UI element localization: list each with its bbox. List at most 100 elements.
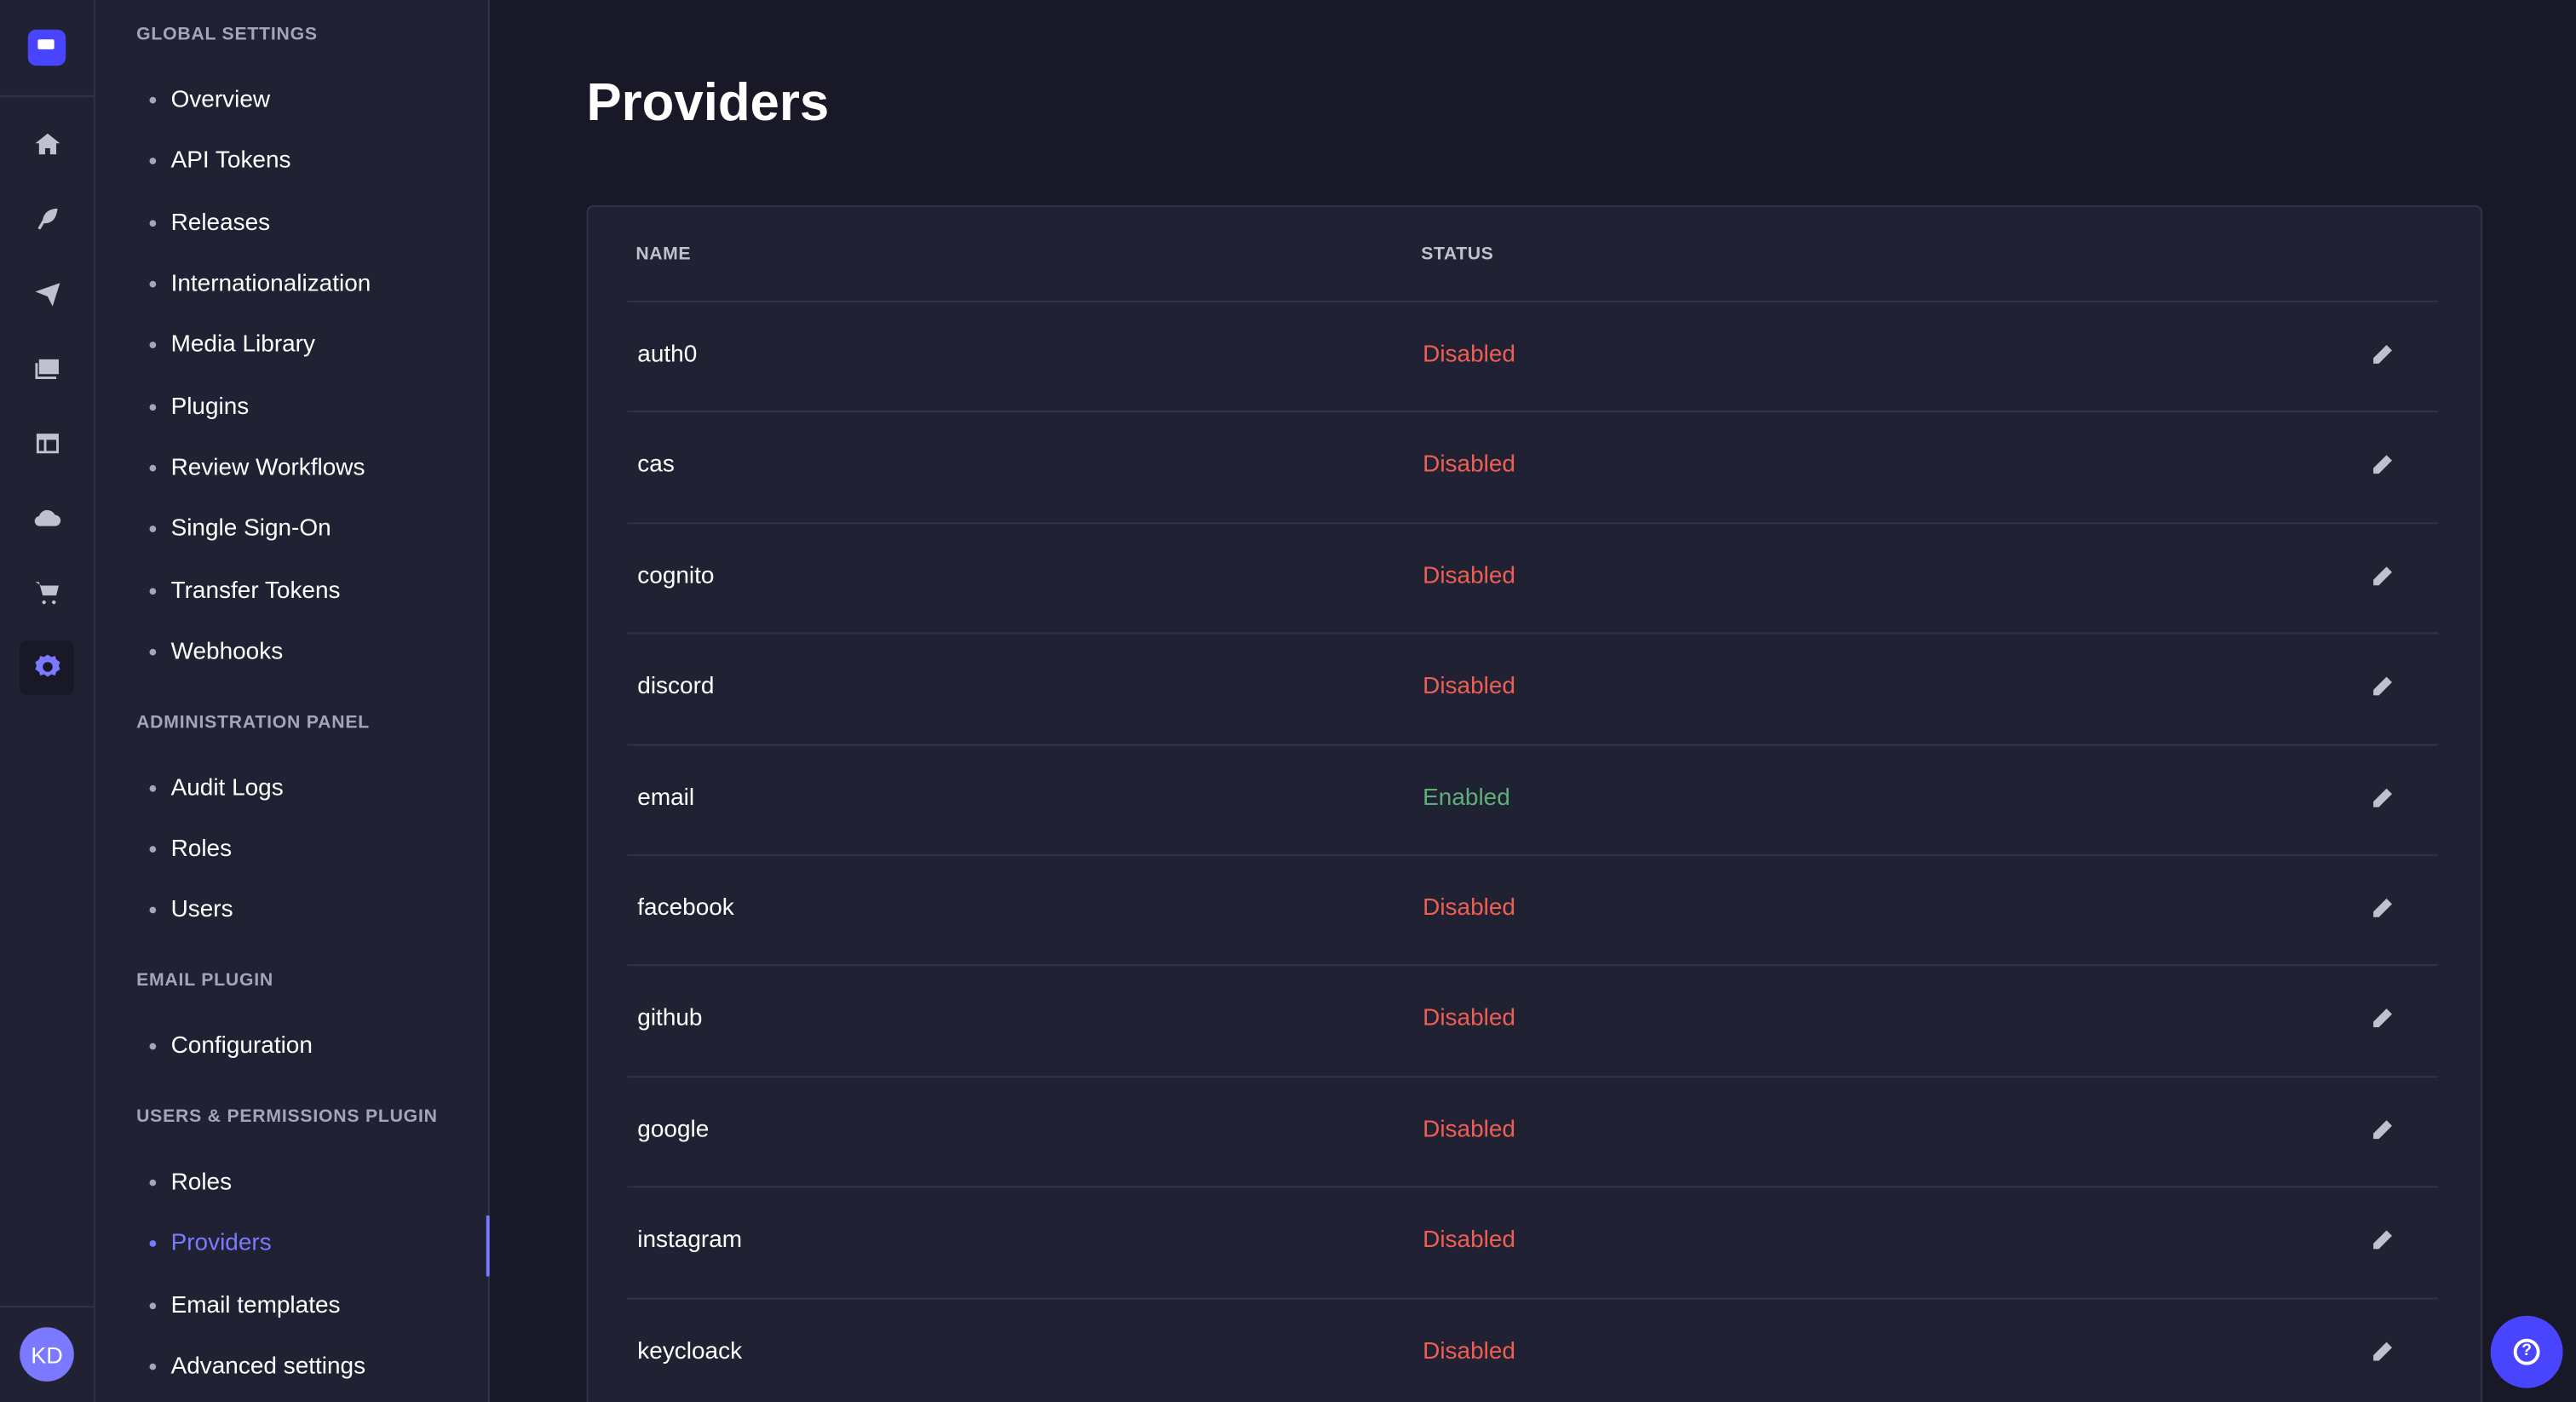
status-badge: Disabled: [1423, 563, 1515, 589]
nav-cart[interactable]: [20, 565, 74, 619]
bullet: [149, 648, 157, 656]
edit-button[interactable]: [2369, 895, 2395, 922]
sidebar-item-label: Overview: [170, 87, 271, 114]
sidebar-item-single-sign-on[interactable]: Single Sign-On: [136, 516, 331, 542]
strapi-logo[interactable]: [27, 29, 66, 66]
sidebar-item-audit-logs[interactable]: Audit Logs: [136, 775, 284, 802]
table-row[interactable]: discord Disabled: [627, 632, 2438, 744]
edit-button[interactable]: [2369, 1338, 2395, 1365]
sidebar-item-label: Roles: [170, 1169, 233, 1196]
bullet: [149, 1302, 157, 1310]
sidebar-item-label: API Tokens: [170, 147, 291, 175]
table-row[interactable]: cas Disabled: [627, 411, 2438, 523]
pencil-icon: [2373, 455, 2392, 474]
sidebar-item-users[interactable]: Users: [136, 897, 233, 923]
layout-icon: [35, 433, 58, 453]
edit-button[interactable]: [2369, 784, 2395, 811]
nav-gear[interactable]: [20, 640, 74, 694]
bullet: [149, 784, 157, 792]
edit-button[interactable]: [2369, 674, 2395, 700]
sidebar-item-releases[interactable]: Releases: [136, 210, 270, 237]
sidebar-item-media-library[interactable]: Media Library: [136, 332, 315, 358]
sidebar-item-plugins[interactable]: Plugins: [136, 394, 249, 421]
table-row[interactable]: cognito Disabled: [627, 521, 2438, 634]
bullet: [149, 1240, 157, 1247]
pencil-icon: [2373, 898, 2392, 917]
table-row[interactable]: github Disabled: [627, 964, 2438, 1077]
sidebar-item-roles[interactable]: Roles: [136, 836, 233, 863]
status-badge: Disabled: [1423, 1006, 1515, 1032]
table-row[interactable]: facebook Disabled: [627, 853, 2438, 966]
status-badge: Disabled: [1423, 342, 1515, 368]
sidebar-item-label: Roles: [170, 836, 233, 863]
provider-name: cognito: [637, 563, 715, 589]
table-row[interactable]: keycloack Disabled: [627, 1296, 2438, 1402]
bullet: [149, 1043, 157, 1050]
sidebar-item-transfer-tokens[interactable]: Transfer Tokens: [136, 577, 341, 605]
section-heading: ADMINISTRATION PANEL: [136, 712, 370, 733]
sidebar-item-providers[interactable]: Providers: [136, 1230, 272, 1256]
edit-button[interactable]: [2369, 1227, 2395, 1254]
sidebar-item-label: Plugins: [170, 394, 250, 421]
nav-layout[interactable]: [20, 416, 74, 470]
sidebar-item-webhooks[interactable]: Webhooks: [136, 639, 283, 665]
cart-icon: [34, 581, 58, 604]
feather-icon: [37, 208, 57, 230]
nav-feather[interactable]: [20, 192, 74, 246]
pencil-icon: [2373, 1008, 2392, 1028]
edit-button[interactable]: [2369, 563, 2395, 589]
gear-icon: [34, 654, 60, 677]
settings-sidebar: GLOBAL SETTINGS Overview API Tokens Release…: [95, 0, 490, 1402]
provider-name: instagram: [637, 1227, 743, 1254]
sidebar-item-roles[interactable]: Roles: [136, 1169, 232, 1196]
pencil-icon: [2373, 1341, 2392, 1360]
bullet: [149, 588, 157, 595]
edit-button[interactable]: [2369, 342, 2395, 368]
sidebar-item-label: Releases: [170, 210, 271, 237]
bullet: [149, 158, 157, 164]
edit-button[interactable]: [2369, 1117, 2395, 1143]
nav-images[interactable]: [20, 341, 74, 395]
status-badge: Disabled: [1423, 674, 1515, 700]
avatar[interactable]: KD: [20, 1327, 74, 1382]
sidebar-item-api-tokens[interactable]: API Tokens: [136, 147, 291, 175]
bullet: [149, 1363, 157, 1370]
nav-cloud[interactable]: [20, 491, 74, 545]
bullet: [149, 220, 157, 227]
table-row[interactable]: auth0 Disabled: [627, 300, 2438, 412]
paper-plane-icon: [34, 282, 60, 306]
sidebar-item-advanced-settings[interactable]: Advanced settings: [136, 1353, 365, 1380]
provider-name: email: [637, 784, 695, 811]
provider-name: github: [637, 1006, 703, 1032]
sidebar-item-label: Review Workflows: [170, 455, 365, 482]
table-row[interactable]: instagram Disabled: [627, 1186, 2438, 1298]
edit-button[interactable]: [2369, 1006, 2395, 1032]
column-header-status: STATUS: [1421, 244, 1494, 265]
edit-button[interactable]: [2369, 452, 2395, 479]
sidebar-item-label: Transfer Tokens: [170, 577, 341, 605]
nav-home[interactable]: [20, 117, 74, 171]
bullet: [149, 280, 157, 288]
sidebar-item-label: Configuration: [170, 1033, 313, 1060]
table-row[interactable]: google Disabled: [627, 1075, 2438, 1187]
sidebar-item-review-workflows[interactable]: Review Workflows: [136, 455, 365, 481]
section-heading: EMAIL PLUGIN: [136, 970, 273, 991]
provider-name: auth0: [637, 342, 698, 368]
nav-paper-plane[interactable]: [20, 266, 74, 320]
provider-name: discord: [637, 674, 715, 700]
main-nav-rail: KD: [0, 0, 95, 1402]
provider-name: keycloack: [637, 1338, 743, 1365]
active-indicator: [486, 1215, 490, 1277]
sidebar-item-email-templates[interactable]: Email templates: [136, 1293, 341, 1319]
table-row[interactable]: email Enabled: [627, 743, 2438, 855]
status-badge: Disabled: [1423, 1117, 1515, 1143]
status-badge: Enabled: [1423, 784, 1510, 811]
pencil-icon: [2373, 1230, 2392, 1250]
question-icon: ?: [2513, 1338, 2540, 1365]
provider-name: facebook: [637, 895, 734, 922]
pencil-icon: [2373, 344, 2392, 364]
help-button[interactable]: ?: [2490, 1315, 2563, 1388]
sidebar-item-configuration[interactable]: Configuration: [136, 1033, 313, 1060]
sidebar-item-internationalization[interactable]: Internationalization: [136, 271, 371, 297]
sidebar-item-overview[interactable]: Overview: [136, 87, 270, 113]
